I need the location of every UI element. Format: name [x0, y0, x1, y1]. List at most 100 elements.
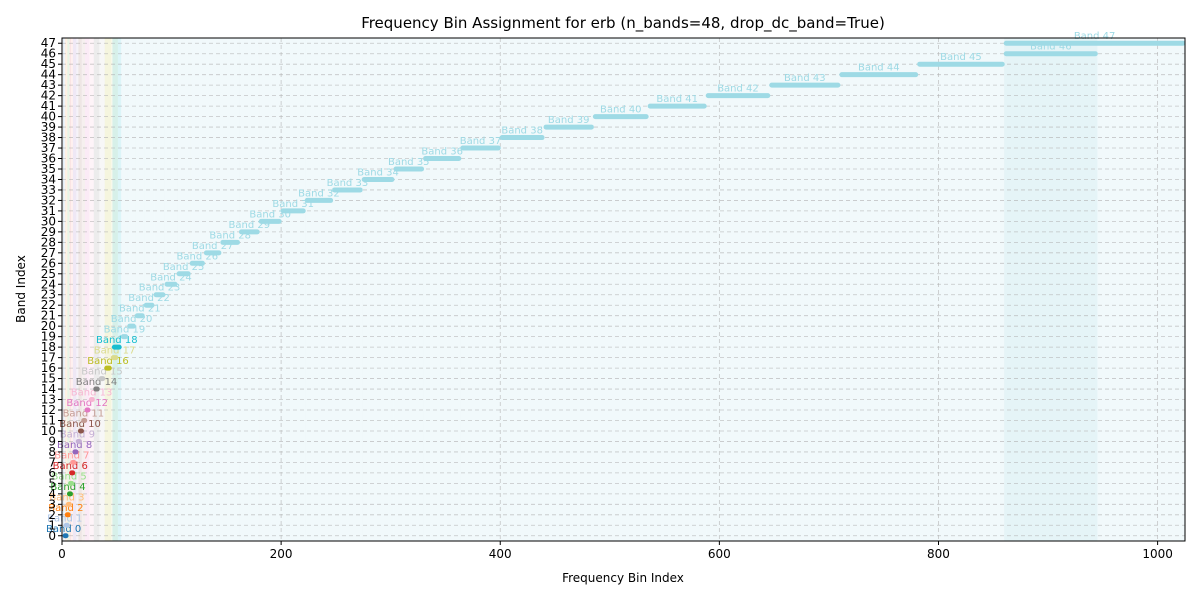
y-tick-label: 7	[48, 455, 56, 469]
band-span-44	[839, 38, 918, 541]
band-span-18	[112, 38, 122, 541]
y-tick-label: 8	[48, 445, 56, 459]
band-label-33: Band 33	[327, 178, 369, 189]
y-tick-label: 27	[41, 246, 56, 260]
band-label-12: Band 12	[66, 398, 108, 409]
band-span-9	[76, 38, 79, 541]
band-label-36: Band 36	[421, 147, 463, 158]
x-tick-label: 600	[708, 547, 731, 561]
y-tick-label: 43	[41, 78, 56, 92]
band-label-29: Band 29	[229, 220, 271, 231]
band-label-2: Band 2	[48, 503, 83, 514]
band-label-9: Band 9	[60, 429, 95, 440]
band-label-40: Band 40	[600, 105, 642, 116]
chart-title: Frequency Bin Assignment for erb (n_band…	[361, 14, 885, 33]
y-tick-label: 29	[41, 225, 56, 239]
y-tick-label: 37	[41, 141, 56, 155]
band-label-14: Band 14	[76, 377, 118, 388]
x-tick-label: 0	[58, 547, 66, 561]
x-axis-label: Frequency Bin Index	[562, 571, 684, 585]
band-span-25	[177, 38, 191, 541]
band-span-23	[154, 38, 165, 541]
band-span-21	[135, 38, 145, 541]
band-label-47: Band 47	[1074, 31, 1116, 42]
band-label-3: Band 3	[49, 492, 84, 503]
band-span-14	[93, 38, 100, 541]
y-tick-label: 32	[41, 193, 56, 207]
band-label-4: Band 4	[50, 482, 85, 493]
y-tick-label: 0	[48, 529, 56, 543]
band-label-20: Band 20	[111, 314, 153, 325]
band-label-17: Band 17	[94, 346, 136, 357]
band-span-28	[220, 38, 240, 541]
y-tick-label: 39	[41, 120, 56, 134]
y-tick-label: 38	[41, 131, 56, 145]
band-label-42: Band 42	[717, 84, 759, 95]
band-label-16: Band 16	[87, 356, 129, 367]
band-label-39: Band 39	[548, 115, 590, 126]
band-span-15	[99, 38, 105, 541]
band-label-8: Band 8	[57, 440, 92, 451]
band-span-20	[127, 38, 136, 541]
band-span-47	[1004, 38, 1185, 541]
band-span-45	[917, 38, 1005, 541]
band-label-44: Band 44	[858, 63, 900, 74]
y-tick-label: 30	[41, 214, 56, 228]
band-label-37: Band 37	[460, 136, 502, 147]
band-span-8	[72, 38, 77, 541]
band-span-7	[70, 38, 73, 541]
band-span-1	[64, 38, 66, 541]
band-span-22	[144, 38, 155, 541]
band-span-43	[769, 38, 840, 541]
band-label-25: Band 25	[163, 262, 205, 273]
band-label-30: Band 30	[249, 209, 291, 220]
band-span-19	[121, 38, 128, 541]
y-tick-label: 18	[41, 340, 56, 354]
y-tick-label: 26	[41, 256, 56, 270]
band-span-3	[66, 38, 68, 541]
y-tick-label: 3	[48, 497, 56, 511]
y-tick-label: 46	[41, 47, 56, 61]
y-tick-label: 25	[41, 267, 56, 281]
band-label-5: Band 5	[52, 471, 87, 482]
y-tick-label: 14	[41, 382, 56, 396]
band-span-11	[81, 38, 86, 541]
band-span-35	[393, 38, 424, 541]
band-span-6	[69, 38, 71, 541]
y-tick-label: 13	[41, 393, 56, 407]
band-span-30	[259, 38, 282, 541]
band-span-41	[648, 38, 707, 541]
y-tick-label: 17	[41, 351, 56, 365]
band-label-21: Band 21	[119, 304, 161, 315]
y-tick-label: 23	[41, 288, 56, 302]
x-tick-label: 200	[270, 547, 293, 561]
y-tick-label: 11	[41, 413, 56, 427]
band-span-17	[111, 38, 118, 541]
band-span-12	[85, 38, 90, 541]
band-label-45: Band 45	[940, 52, 982, 63]
band-span-4	[67, 38, 69, 541]
band-span-37	[460, 38, 501, 541]
band-label-24: Band 24	[150, 272, 192, 283]
band-span-27	[204, 38, 221, 541]
band-span-39	[544, 38, 594, 541]
y-tick-label: 15	[41, 372, 56, 386]
y-tick-label: 16	[41, 361, 56, 375]
band-label-18: Band 18	[96, 335, 138, 346]
band-span-16	[104, 38, 112, 541]
y-tick-label: 1	[48, 518, 56, 532]
y-tick-label: 4	[48, 487, 56, 501]
band-label-22: Band 22	[128, 293, 170, 304]
band-label-26: Band 26	[177, 251, 219, 262]
y-tick-label: 12	[41, 403, 56, 417]
band-span-46	[1004, 38, 1098, 541]
y-tick-label: 31	[41, 204, 56, 218]
band-label-1: Band 1	[47, 513, 82, 524]
band-span-5	[68, 38, 70, 541]
y-tick-label: 36	[41, 152, 56, 166]
y-tick-label: 42	[41, 89, 56, 103]
y-tick-label: 24	[41, 277, 56, 291]
band-label-28: Band 28	[209, 230, 251, 241]
y-tick-label: 10	[41, 424, 56, 438]
